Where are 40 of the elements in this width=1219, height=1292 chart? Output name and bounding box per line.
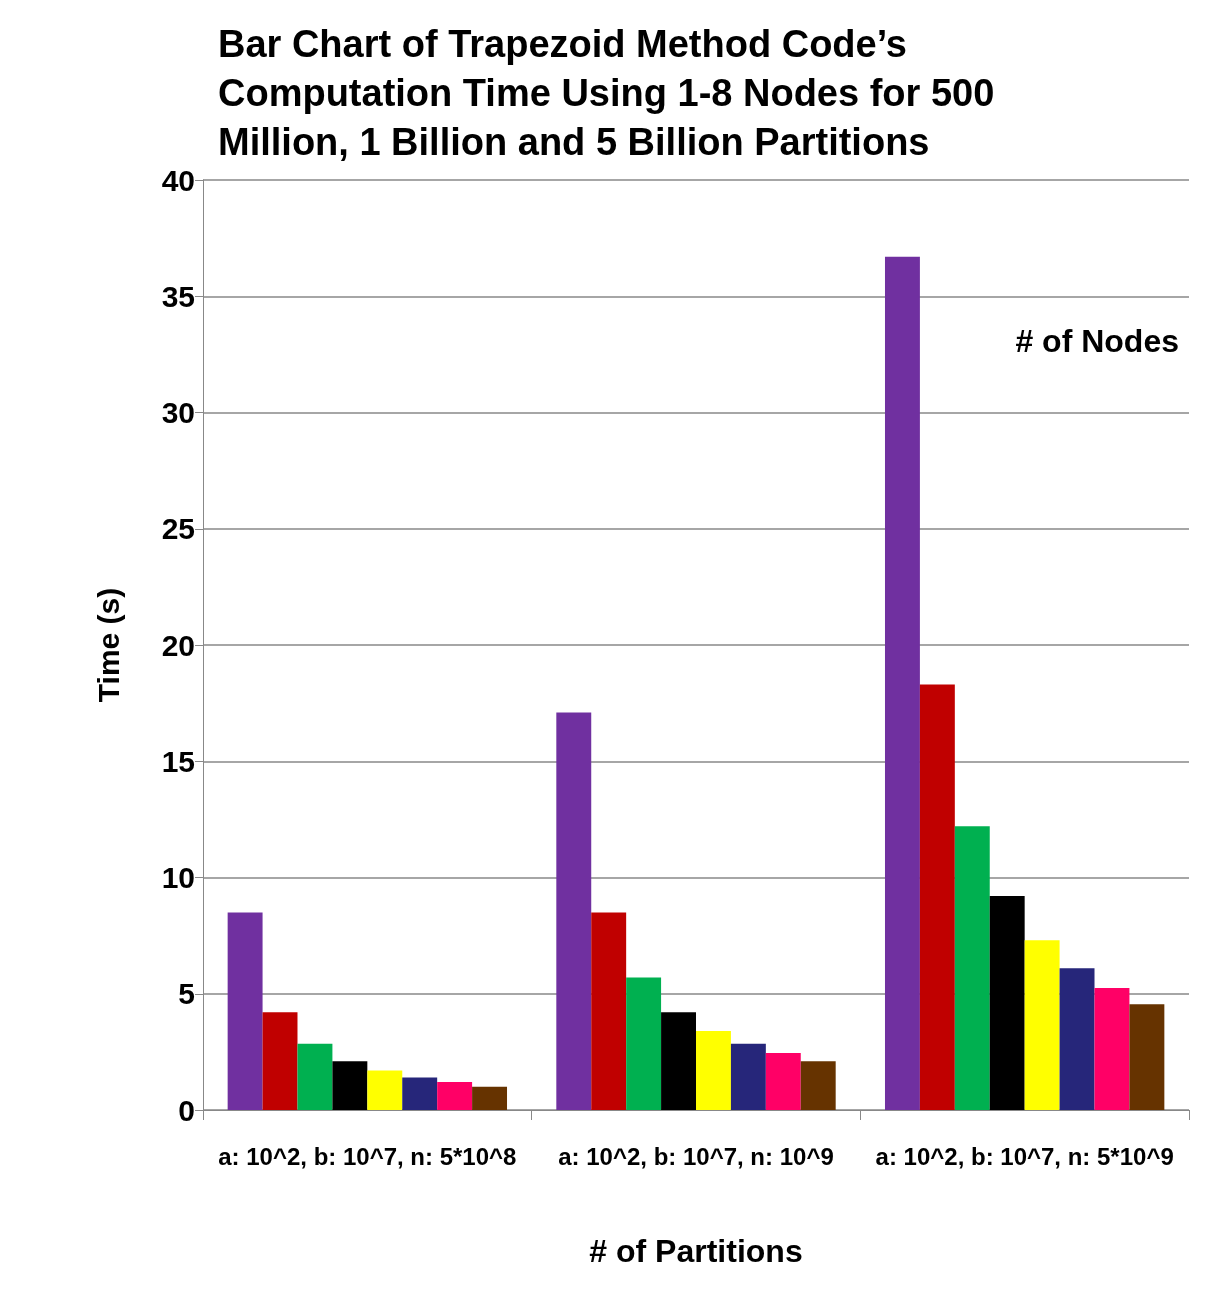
bar	[884, 256, 920, 1110]
bar	[472, 1086, 508, 1110]
x-axis-title: # of Partitions	[589, 1233, 803, 1269]
y-tick-label: 20	[161, 628, 195, 662]
bar	[765, 1053, 801, 1110]
bar	[730, 1043, 766, 1110]
y-tick-label: 35	[161, 279, 195, 313]
bar	[800, 1061, 836, 1110]
bar	[626, 977, 662, 1110]
bar	[437, 1082, 473, 1110]
x-tick-label: a: 10^2, b: 10^7, n: 5*10^8	[218, 1142, 517, 1170]
bar	[262, 1012, 298, 1110]
x-tick-label: a: 10^2, b: 10^7, n: 5*10^9	[875, 1142, 1174, 1170]
bar	[227, 912, 263, 1110]
y-axis-title: Time (s)	[91, 587, 125, 703]
bar	[332, 1061, 368, 1110]
y-tick-label: 0	[178, 1093, 195, 1127]
bar	[954, 826, 990, 1110]
y-tick-label: 40	[161, 163, 195, 197]
bar	[1129, 1004, 1165, 1110]
bar	[591, 912, 627, 1110]
bar	[297, 1043, 333, 1110]
bar	[402, 1077, 438, 1110]
bar	[1094, 987, 1130, 1110]
bar	[556, 712, 592, 1110]
y-tick-label: 15	[161, 744, 195, 778]
bar	[1059, 968, 1095, 1110]
y-tick-label: 5	[178, 977, 195, 1011]
bar	[1024, 940, 1060, 1110]
x-tick-label: a: 10^2, b: 10^7, n: 10^9	[558, 1142, 834, 1170]
annotation: # of Nodes	[1015, 323, 1179, 359]
bar	[989, 896, 1025, 1110]
y-tick-label: 25	[161, 512, 195, 546]
y-tick-label: 30	[161, 396, 195, 429]
chart-title: Bar Chart of Trapezoid Method Code’s Computation Time Using 1-8 Nodes for 500 Million, 1 Billion and 5 Billion Partitions	[218, 22, 1005, 163]
bar	[696, 1030, 731, 1110]
bar	[367, 1070, 403, 1110]
y-tick-label: 10	[161, 861, 195, 894]
bar	[661, 1012, 696, 1110]
bar	[919, 684, 955, 1110]
